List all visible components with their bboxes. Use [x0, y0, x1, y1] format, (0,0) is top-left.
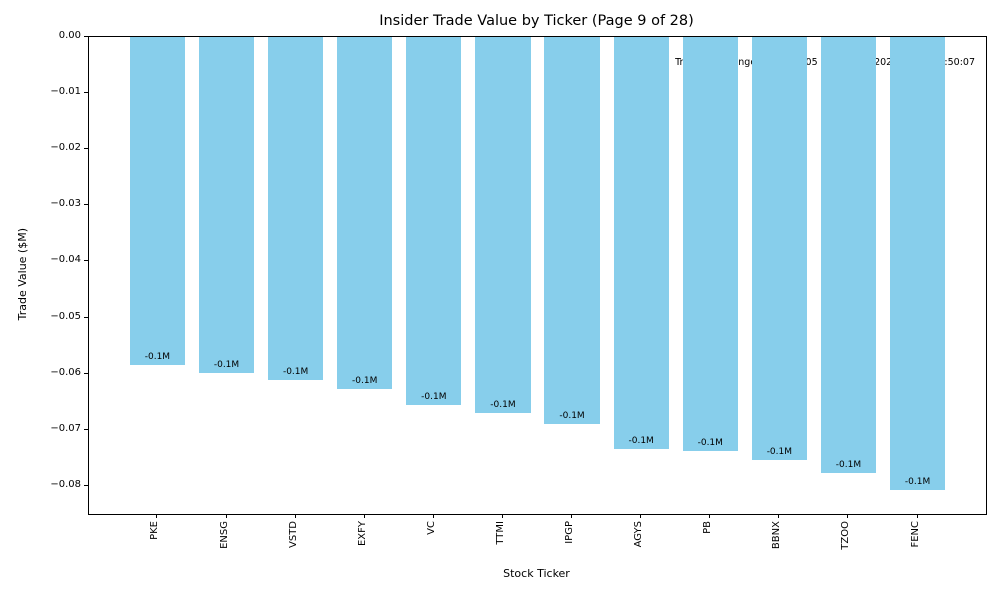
bar-tzoo — [820, 37, 877, 474]
bar-value-label: -0.1M — [352, 376, 378, 387]
bar-value-label: -0.1M — [282, 366, 309, 377]
y-axis-tick-label: 0.00 — [58, 30, 81, 41]
x-axis-tick-label-ipgp: IPGP — [564, 521, 576, 544]
chart-title: Insider Trade Value by Ticker (Page 9 of… — [379, 13, 694, 29]
y-axis-tick-label: −0.05 — [50, 310, 81, 322]
y-axis-tick-mark — [84, 316, 88, 318]
x-axis-tick-label-vstd: VSTD — [287, 521, 299, 548]
bar-pb — [682, 37, 738, 452]
bar-value-label: -0.1M — [697, 438, 723, 449]
y-axis-tick-label: −0.07 — [50, 422, 81, 434]
bar-pke — [129, 37, 186, 366]
y-axis-tick-mark — [84, 92, 88, 94]
bar-bbnx — [751, 37, 807, 461]
y-axis-label: Trade Value ($M) — [15, 228, 29, 321]
x-axis-tick-mark — [640, 514, 642, 518]
bar-fenc — [889, 37, 946, 491]
y-axis-label-container: Trade Value ($M) — [14, 36, 30, 513]
y-axis-tick-mark — [84, 36, 88, 37]
x-axis-tick-mark — [709, 514, 711, 518]
bar-vstd — [267, 37, 324, 380]
y-axis-tick-label: −0.01 — [50, 86, 81, 98]
x-axis-tick-mark — [225, 514, 227, 518]
bar-value-label: -0.1M — [835, 460, 862, 471]
y-axis-tick-label: −0.06 — [50, 366, 81, 378]
x-axis-tick-mark — [501, 514, 503, 518]
y-axis-tick-label: −0.08 — [50, 478, 81, 490]
bar-value-label: -0.1M — [421, 392, 447, 403]
bar-agys — [613, 37, 669, 449]
bar-ipgp — [544, 37, 600, 425]
x-axis-tick-label-bbnx: BBNX — [771, 521, 783, 550]
x-axis-tick-label-pke: PKE — [149, 521, 161, 540]
x-axis-tick-mark — [363, 514, 365, 518]
y-axis-tick-mark — [84, 260, 88, 262]
bar-vc — [406, 37, 462, 406]
bar-exfy — [337, 37, 393, 390]
x-axis-tick-label-exfy: EXFY — [356, 521, 368, 547]
x-axis-label: Stock Ticker — [503, 567, 570, 580]
x-axis-tick-mark — [916, 514, 918, 518]
bar-value-label: -0.1M — [904, 477, 931, 488]
bar-value-label: -0.1M — [144, 352, 171, 363]
y-axis-tick-label: −0.03 — [50, 198, 81, 210]
bar-value-label: -0.1M — [559, 411, 585, 422]
y-axis-tick-mark — [84, 204, 88, 206]
x-axis-tick-mark — [778, 514, 780, 518]
bar-ensg — [198, 37, 255, 373]
x-axis-tick-label-pb: PB — [702, 521, 714, 534]
x-axis-tick-label-ensg: ENSG — [218, 521, 230, 549]
x-axis-tick-mark — [432, 514, 434, 518]
y-axis-tick-mark — [84, 484, 88, 486]
x-axis-tick-label-agys: AGYS — [633, 521, 645, 548]
x-axis-tick-mark — [571, 514, 573, 518]
y-axis-tick-label: −0.02 — [50, 142, 81, 154]
x-axis-tick-label-ttmi: TTMI — [494, 521, 506, 545]
bar-ttmi — [475, 37, 531, 413]
bar-value-label: -0.1M — [766, 447, 793, 458]
y-axis-tick-mark — [84, 372, 88, 374]
bar-value-label: -0.1M — [213, 359, 240, 370]
x-axis-tick-mark — [156, 514, 158, 518]
x-axis-tick-label-fenc: FENC — [909, 521, 921, 548]
x-axis-tick-mark — [847, 514, 849, 518]
bar-value-label: -0.1M — [490, 399, 516, 410]
y-axis-tick-mark — [84, 428, 88, 430]
x-axis-tick-mark — [294, 514, 296, 518]
x-axis-tick-label-vc: VC — [425, 521, 437, 535]
y-axis-tick-label: −0.04 — [50, 254, 81, 266]
bar-value-label: -0.1M — [628, 435, 654, 446]
y-axis-tick-mark — [84, 148, 88, 150]
x-axis-tick-label-tzoo: TZOO — [840, 521, 852, 550]
plot-area: Trade date range: 2025-11-05 16:43:29 – … — [88, 36, 987, 515]
